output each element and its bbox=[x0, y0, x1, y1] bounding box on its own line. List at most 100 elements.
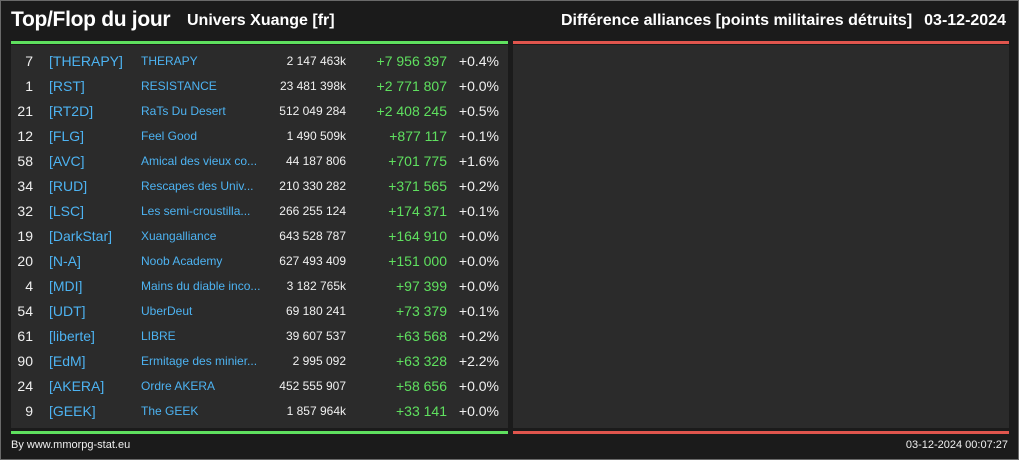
alliance-tag-link[interactable]: [THERAPY] bbox=[49, 53, 123, 69]
site-credit[interactable]: By www.mmorpg-stat.eu bbox=[11, 439, 131, 451]
alliance-name-link[interactable]: RaTs Du Desert bbox=[141, 104, 226, 118]
points-cell: 44 187 806 bbox=[285, 154, 346, 168]
percent-cell: +0.0% bbox=[458, 78, 499, 94]
table-row: 20 [N-A] Noob Academy 627 493 409 +151 000 +0… bbox=[11, 249, 508, 274]
percent-cell: +1.6% bbox=[458, 153, 499, 169]
percent-cell: +2.2% bbox=[458, 353, 499, 369]
percent-cell: +0.0% bbox=[458, 228, 499, 244]
difference-cell: +7 956 397 bbox=[376, 53, 447, 69]
alliance-tag-link[interactable]: [FLG] bbox=[49, 128, 85, 144]
alliance-name-link[interactable]: The GEEK bbox=[141, 404, 199, 418]
points-cell: 39 607 537 bbox=[285, 329, 346, 343]
table-row: 1 [RST] RESISTANCE 23 481 398k +2 771 807 +0.… bbox=[11, 74, 508, 99]
points-cell: 2 147 463k bbox=[286, 54, 346, 68]
percent-cell: +0.0% bbox=[458, 253, 499, 269]
table-row: 34 [RUD] Rescapes des Univ... 210 330 282 +3… bbox=[11, 174, 508, 199]
alliance-tag-link[interactable]: [AVC] bbox=[49, 153, 85, 169]
alliance-tag-link[interactable]: [RT2D] bbox=[49, 103, 94, 119]
difference-cell: +2 408 245 bbox=[376, 103, 447, 119]
points-cell: 512 049 284 bbox=[279, 104, 346, 118]
alliance-tag-link[interactable]: [LSC] bbox=[49, 203, 85, 219]
flop-list-bottom-bar bbox=[513, 431, 1009, 434]
rank-cell: 9 bbox=[25, 403, 33, 419]
alliance-name-link[interactable]: LIBRE bbox=[141, 329, 176, 343]
difference-cell: +2 771 807 bbox=[376, 78, 447, 94]
ranking-type: Différence alliances [points militaires … bbox=[560, 12, 913, 29]
header: Top/Flop du jour Univers Xuange [fr] Dif… bbox=[1, 1, 1018, 41]
alliance-tag-link[interactable]: [DarkStar] bbox=[49, 228, 113, 244]
alliance-tag-link[interactable]: [UDT] bbox=[49, 303, 86, 319]
rank-cell: 54 bbox=[17, 303, 33, 319]
rank-cell: 1 bbox=[25, 78, 33, 94]
table-row: 21 [RT2D] RaTs Du Desert 512 049 284 +2 408 … bbox=[11, 99, 508, 124]
alliance-name-link[interactable]: THERAPY bbox=[141, 54, 198, 68]
points-cell: 266 255 124 bbox=[279, 204, 346, 218]
difference-cell: +151 000 bbox=[388, 253, 447, 269]
difference-cell: +63 328 bbox=[396, 353, 447, 369]
rank-cell: 12 bbox=[17, 128, 33, 144]
flop-list-panel bbox=[513, 45, 1009, 428]
alliance-name-link[interactable]: UberDeut bbox=[141, 304, 193, 318]
universe-label: Univers Xuange [fr] bbox=[187, 12, 335, 29]
points-cell: 452 555 907 bbox=[279, 379, 346, 393]
table-row: 90 [EdM] Ermitage des minier... 2 995 092 +6… bbox=[11, 349, 508, 374]
alliance-tag-link[interactable]: [N-A] bbox=[49, 253, 81, 269]
alliance-tag-link[interactable]: [MDI] bbox=[49, 278, 83, 294]
percent-cell: +0.5% bbox=[458, 103, 499, 119]
table-row: 12 [FLG] Feel Good 1 490 509k +877 117 +0.1% bbox=[11, 124, 508, 149]
alliance-tag-link[interactable]: [RST] bbox=[49, 78, 85, 94]
difference-cell: +164 910 bbox=[388, 228, 447, 244]
difference-cell: +174 371 bbox=[388, 203, 447, 219]
points-cell: 23 481 398k bbox=[279, 79, 346, 93]
percent-cell: +0.1% bbox=[458, 203, 499, 219]
points-cell: 2 995 092 bbox=[292, 354, 346, 368]
alliance-name-link[interactable]: Rescapes des Univ... bbox=[141, 179, 254, 193]
difference-cell: +371 565 bbox=[388, 178, 447, 194]
alliance-name-link[interactable]: Ermitage des minier... bbox=[141, 354, 258, 368]
alliance-tag-link[interactable]: [liberte] bbox=[49, 328, 95, 344]
alliance-tag-link[interactable]: [GEEK] bbox=[49, 403, 96, 419]
alliance-tag-link[interactable]: [AKERA] bbox=[49, 378, 105, 394]
ranking-date: 03-12-2024 bbox=[924, 12, 1006, 29]
alliance-tag-link[interactable]: [RUD] bbox=[49, 178, 88, 194]
points-cell: 1 490 509k bbox=[286, 129, 346, 143]
difference-cell: +877 117 bbox=[389, 128, 447, 144]
points-cell: 1 857 964k bbox=[286, 404, 346, 418]
table-row: 4 [MDI] Mains du diable inco... 3 182 765k +… bbox=[11, 274, 508, 299]
difference-cell: +73 379 bbox=[396, 303, 447, 319]
percent-cell: +0.1% bbox=[458, 128, 499, 144]
alliance-name-link[interactable]: Ordre AKERA bbox=[141, 379, 216, 393]
alliance-name-link[interactable]: RESISTANCE bbox=[141, 79, 217, 93]
percent-cell: +0.0% bbox=[458, 278, 499, 294]
page-title: Top/Flop du jour bbox=[11, 8, 171, 31]
alliance-name-link[interactable]: Noob Academy bbox=[141, 254, 223, 268]
table-row: 7 [THERAPY] THERAPY 2 147 463k +7 956 397 +0.… bbox=[11, 49, 508, 74]
table-row: 24 [AKERA] Ordre AKERA 452 555 907 +58 656 +0… bbox=[11, 374, 508, 399]
ranking-subtitle: Différence alliances [points militaires … bbox=[561, 12, 1006, 30]
table-row: 32 [LSC] Les semi-croustilla... 266 255 124… bbox=[11, 199, 508, 224]
percent-cell: +0.2% bbox=[458, 328, 499, 344]
points-cell: 69 180 241 bbox=[285, 304, 346, 318]
rank-cell: 7 bbox=[25, 53, 33, 69]
rank-cell: 24 bbox=[17, 378, 33, 394]
alliance-name-link[interactable]: Les semi-croustilla... bbox=[141, 204, 251, 218]
points-cell: 3 182 765k bbox=[286, 279, 346, 293]
rank-cell: 58 bbox=[17, 153, 33, 169]
percent-cell: +0.2% bbox=[458, 178, 499, 194]
difference-cell: +701 775 bbox=[388, 153, 447, 169]
percent-cell: +0.1% bbox=[458, 303, 499, 319]
table-row: 61 [liberte] LIBRE 39 607 537 +63 568 +0.2% bbox=[11, 324, 508, 349]
rank-cell: 34 bbox=[17, 178, 33, 194]
alliance-name-link[interactable]: Xuangalliance bbox=[141, 229, 217, 243]
alliance-name-link[interactable]: Amical des vieux co... bbox=[141, 154, 258, 168]
difference-cell: +58 656 bbox=[396, 378, 447, 394]
table-row: 19 [DarkStar] Xuangalliance 643 528 787 +164… bbox=[11, 224, 508, 249]
alliance-name-link[interactable]: Feel Good bbox=[141, 129, 198, 143]
alliance-name-link[interactable]: Mains du diable inco... bbox=[141, 279, 261, 293]
rank-cell: 19 bbox=[17, 228, 33, 244]
generated-timestamp: 03-12-2024 00:07:27 bbox=[905, 439, 1008, 451]
table-row: 54 [UDT] UberDeut 69 180 241 +73 379 +0.1% bbox=[11, 299, 508, 324]
alliance-tag-link[interactable]: [EdM] bbox=[49, 353, 86, 369]
points-cell: 627 493 409 bbox=[279, 254, 346, 268]
